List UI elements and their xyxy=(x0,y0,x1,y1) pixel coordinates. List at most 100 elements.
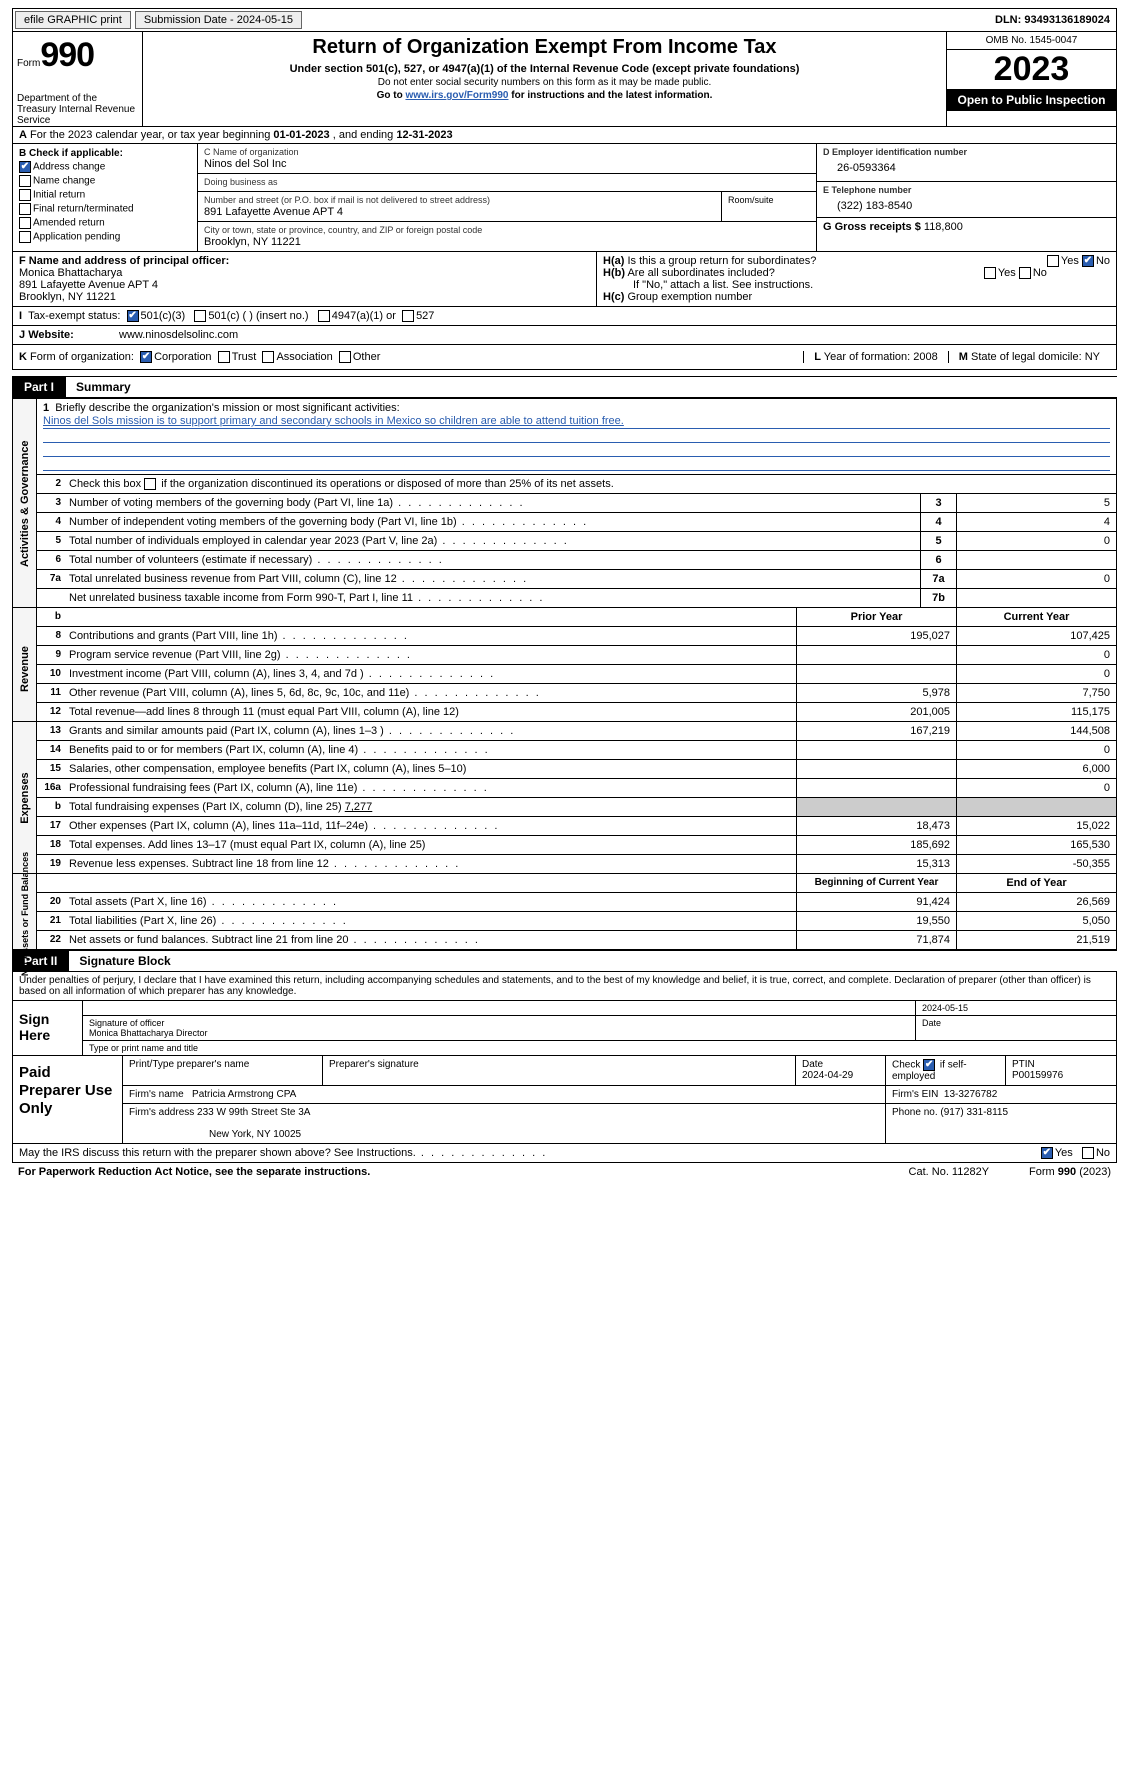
type-print-label: Type or print name and title xyxy=(83,1041,1116,1055)
dept-label: Department of the Treasury Internal Reve… xyxy=(17,93,138,126)
discontinued-checkbox[interactable] xyxy=(144,478,156,490)
line-4-desc: Number of independent voting members of … xyxy=(65,513,920,531)
dln-label: DLN: 93493136189024 xyxy=(989,12,1116,28)
line-22-desc: Net assets or fund balances. Subtract li… xyxy=(65,931,796,949)
phone-label: E Telephone number xyxy=(823,185,1110,195)
line-7b-value xyxy=(956,589,1116,607)
line-16a-desc: Professional fundraising fees (Part IX, … xyxy=(65,779,796,797)
vtab-net-assets: Net Assets or Fund Balances xyxy=(20,847,30,981)
beginning-year-hdr: Beginning of Current Year xyxy=(796,874,956,892)
ha-text: Is this a group return for subordinates? xyxy=(627,255,816,267)
officer-addr2: Brooklyn, NY 11221 xyxy=(19,291,590,303)
527-checkbox[interactable] xyxy=(402,310,414,322)
self-employed-checkbox[interactable]: ✔ xyxy=(923,1059,935,1071)
line-7a-desc: Total unrelated business revenue from Pa… xyxy=(65,570,920,588)
line-21-begin: 19,550 xyxy=(796,912,956,930)
irs-link[interactable]: www.irs.gov/Form990 xyxy=(405,90,508,101)
efile-print-button[interactable]: efile GRAPHIC print xyxy=(15,11,131,29)
line-17-current: 15,022 xyxy=(956,817,1116,835)
corp-checkbox[interactable]: ✔ xyxy=(140,351,152,363)
line-8-current: 107,425 xyxy=(956,627,1116,645)
vtab-revenue: Revenue xyxy=(19,607,31,731)
ha-no-checkbox[interactable]: ✔ xyxy=(1082,255,1094,267)
other-org-checkbox[interactable] xyxy=(339,351,351,363)
name-change-checkbox[interactable] xyxy=(19,175,31,187)
summary-governance: Activities & Governance 1 Briefly descri… xyxy=(12,398,1117,608)
final-return-checkbox[interactable] xyxy=(19,203,31,215)
form-header: Form990 Department of the Treasury Inter… xyxy=(12,32,1117,127)
officer-addr1: 891 Lafayette Avenue APT 4 xyxy=(19,279,590,291)
hb-text: Are all subordinates included? xyxy=(627,267,774,279)
line-13-current: 144,508 xyxy=(956,722,1116,740)
discuss-yes-checkbox[interactable]: ✔ xyxy=(1041,1147,1053,1159)
4947-checkbox[interactable] xyxy=(318,310,330,322)
ha-yes-checkbox[interactable] xyxy=(1047,255,1059,267)
line-10-current: 0 xyxy=(956,665,1116,683)
submission-date-button[interactable]: Submission Date - 2024-05-15 xyxy=(135,11,302,29)
org-name-label: C Name of organization xyxy=(204,147,810,157)
row-a-tax-year: A For the 2023 calendar year, or tax yea… xyxy=(12,127,1117,144)
paperwork-notice: For Paperwork Reduction Act Notice, see … xyxy=(18,1166,370,1178)
open-public-badge: Open to Public Inspection xyxy=(947,89,1116,111)
cat-no: Cat. No. 11282Y xyxy=(909,1166,990,1178)
vtab-governance: Activities & Governance xyxy=(19,443,31,567)
line-12-desc: Total revenue—add lines 8 through 11 (mu… xyxy=(65,703,796,721)
col-b-label: B Check if applicable: xyxy=(19,148,191,159)
line-8-prior: 195,027 xyxy=(796,627,956,645)
assoc-checkbox[interactable] xyxy=(262,351,274,363)
line-18-prior: 185,692 xyxy=(796,836,956,854)
line-2-desc: Check this box if the organization disco… xyxy=(65,475,1116,493)
instructions-note: Go to www.irs.gov/Form990 for instructio… xyxy=(149,90,940,101)
501c-other-checkbox[interactable] xyxy=(194,310,206,322)
line-19-current: -50,355 xyxy=(956,855,1116,873)
app-pending-checkbox[interactable] xyxy=(19,231,31,243)
hc-text: Group exemption number xyxy=(627,291,752,303)
hc-label: H(c) xyxy=(603,291,624,303)
preparer-name-label: Print/Type preparer's name xyxy=(123,1056,323,1085)
line-12-current: 115,175 xyxy=(956,703,1116,721)
line-21-end: 5,050 xyxy=(956,912,1116,930)
summary-net-assets: Net Assets or Fund Balances Beginning of… xyxy=(12,874,1117,950)
preparer-sig-label: Preparer's signature xyxy=(323,1056,796,1085)
line-10-desc: Investment income (Part VIII, column (A)… xyxy=(65,665,796,683)
summary-expenses: Expenses 13Grants and similar amounts pa… xyxy=(12,722,1117,874)
mission-text: Ninos del Sols mission is to support pri… xyxy=(43,414,1110,429)
year-formation: Year of formation: 2008 xyxy=(824,351,938,363)
line-19-prior: 15,313 xyxy=(796,855,956,873)
paid-preparer-label: Paid Preparer Use Only xyxy=(13,1056,123,1143)
form-org-label: Form of organization: xyxy=(30,351,134,363)
current-year-hdr: Current Year xyxy=(956,608,1116,626)
i-label: I xyxy=(19,310,22,322)
line-10-prior xyxy=(796,665,956,683)
ein-value: 26-0593364 xyxy=(823,158,1110,178)
addr-change-checkbox[interactable]: ✔ xyxy=(19,161,31,173)
line-22-end: 21,519 xyxy=(956,931,1116,949)
line-21-desc: Total liabilities (Part X, line 26) xyxy=(65,912,796,930)
amended-return-checkbox[interactable] xyxy=(19,217,31,229)
line-15-current: 6,000 xyxy=(956,760,1116,778)
top-toolbar: efile GRAPHIC print Submission Date - 20… xyxy=(12,8,1117,32)
line-18-current: 165,530 xyxy=(956,836,1116,854)
hb-yes-checkbox[interactable] xyxy=(984,267,996,279)
line-11-prior: 5,978 xyxy=(796,684,956,702)
form-subtitle: Under section 501(c), 527, or 4947(a)(1)… xyxy=(149,63,940,75)
line-3-value: 5 xyxy=(956,494,1116,512)
line-9-prior xyxy=(796,646,956,664)
trust-checkbox[interactable] xyxy=(218,351,230,363)
part-ii-title: Signature Block xyxy=(69,951,1117,972)
perjury-declaration: Under penalties of perjury, I declare th… xyxy=(13,972,1116,1001)
gross-label: G Gross receipts $ xyxy=(823,221,921,233)
hb-note: If "No," attach a list. See instructions… xyxy=(603,279,1110,291)
line-5-desc: Total number of individuals employed in … xyxy=(65,532,920,550)
firm-phone: (917) 331-8115 xyxy=(940,1107,1008,1118)
line-9-current: 0 xyxy=(956,646,1116,664)
discuss-no-checkbox[interactable] xyxy=(1082,1147,1094,1159)
line-16a-prior xyxy=(796,779,956,797)
part-i-header: Part I Summary xyxy=(12,376,1117,398)
hb-no-checkbox[interactable] xyxy=(1019,267,1031,279)
initial-return-checkbox[interactable] xyxy=(19,189,31,201)
501c3-checkbox[interactable]: ✔ xyxy=(127,310,139,322)
firm-phone-label: Phone no. xyxy=(892,1107,938,1118)
line-9-desc: Program service revenue (Part VIII, line… xyxy=(65,646,796,664)
discuss-preparer-row: May the IRS discuss this return with the… xyxy=(12,1144,1117,1163)
